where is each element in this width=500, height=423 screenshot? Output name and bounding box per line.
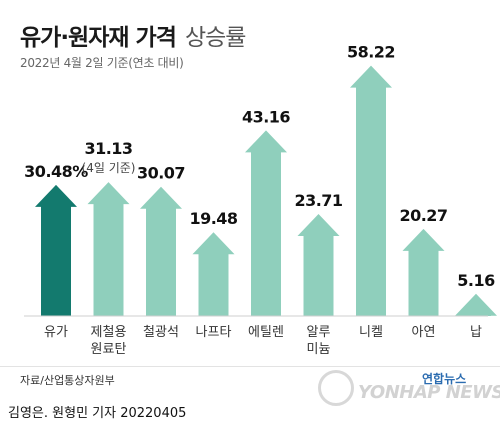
bar-arrow: [87, 182, 130, 316]
bar-arrow: [192, 232, 235, 316]
logo-korean-text: 연합뉴스: [422, 372, 467, 386]
bar-arrow: [350, 65, 392, 317]
category-label: 미늄: [307, 342, 331, 357]
bar-arrow: [455, 293, 497, 316]
value-label: 20.27: [399, 206, 447, 225]
byline: 김영은. 원형민 기자 20220405: [8, 406, 187, 421]
chart-title: 유가·원자재 가격 상승률: [20, 18, 246, 52]
chart-subtitle: 2022년 4월 2일 기준(연초 대비): [20, 56, 184, 70]
bar-arrow: [297, 214, 340, 316]
bar-arrow: [35, 184, 77, 316]
bar-arrow: [402, 228, 445, 316]
category-label: 원료탄: [91, 342, 127, 357]
yonhap-logo-icon: [318, 370, 354, 406]
category-label: 에틸렌: [248, 325, 284, 340]
bar-arrow: [245, 130, 287, 316]
value-label: 19.48: [189, 209, 237, 228]
value-label: 5.16: [457, 271, 495, 290]
category-label: 철광석: [143, 325, 179, 340]
footer: [0, 366, 500, 423]
category-label: 알루: [307, 325, 331, 340]
title-main: 유가·원자재 가격: [20, 25, 177, 51]
value-label: 43.16: [242, 107, 290, 126]
logo-english-text: YONHAP NEWS: [358, 382, 500, 403]
category-label: 납: [470, 325, 482, 340]
value-label: 31.13: [84, 139, 132, 158]
annotation-label: (4일 기준): [82, 161, 136, 175]
source-note: 자료/산업통상자원부: [20, 374, 115, 387]
value-label: 23.71: [294, 191, 342, 210]
title-suffix: 상승률: [184, 25, 246, 51]
value-label: 30.48%: [24, 162, 88, 181]
category-label: 나프타: [196, 325, 232, 340]
yonhap-logo: 연합뉴스 YONHAP NEWS: [318, 368, 500, 414]
category-label: 유가: [44, 325, 68, 340]
category-label: 아연: [412, 325, 436, 340]
value-label: 30.07: [137, 164, 185, 183]
footer-divider: [0, 366, 500, 367]
category-label: 제철용: [91, 325, 127, 340]
category-label: 니켈: [359, 325, 383, 340]
value-label: 58.22: [347, 43, 395, 62]
bar-arrow: [140, 186, 182, 316]
